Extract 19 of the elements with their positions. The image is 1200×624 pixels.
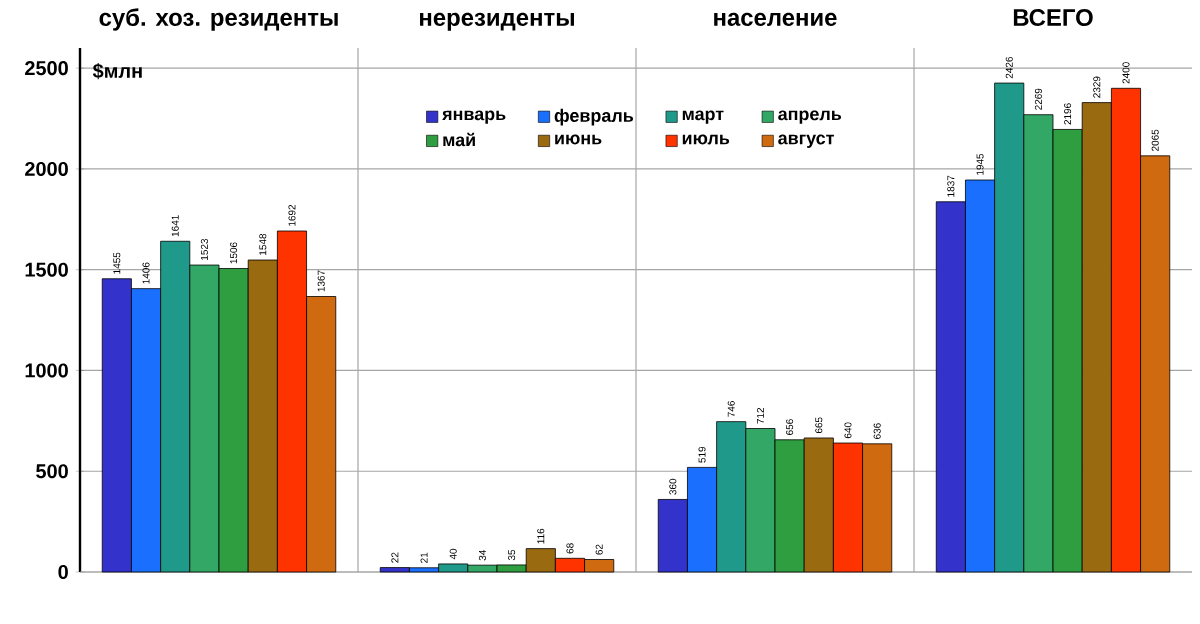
legend-label: август xyxy=(778,134,834,148)
legend-label: февраль xyxy=(554,108,634,126)
legend-label: май xyxy=(443,132,475,147)
y-tick-label: 1000 xyxy=(25,363,68,378)
y-tick-label: 2000 xyxy=(25,161,68,176)
y-tick-label: 1500 xyxy=(25,262,68,277)
x-tick-label: ВСЕГО xyxy=(1013,9,1093,26)
legend-label: март xyxy=(682,110,724,124)
legend-label: июль xyxy=(682,134,730,145)
y-tick-label: 0 xyxy=(58,564,68,580)
y-tick-label: 2500 xyxy=(25,61,68,76)
y-tick-label: 500 xyxy=(36,464,68,479)
y-axis-title: $млн xyxy=(92,62,142,80)
x-tick-label: нерезиденты xyxy=(420,12,574,31)
x-tick-label: суб. хоз. резиденты xyxy=(99,8,338,31)
legend-label: июнь xyxy=(555,134,602,145)
legend-label: апрель xyxy=(778,110,842,124)
legend-label: январь xyxy=(442,110,506,124)
x-tick-label: население xyxy=(714,12,837,26)
